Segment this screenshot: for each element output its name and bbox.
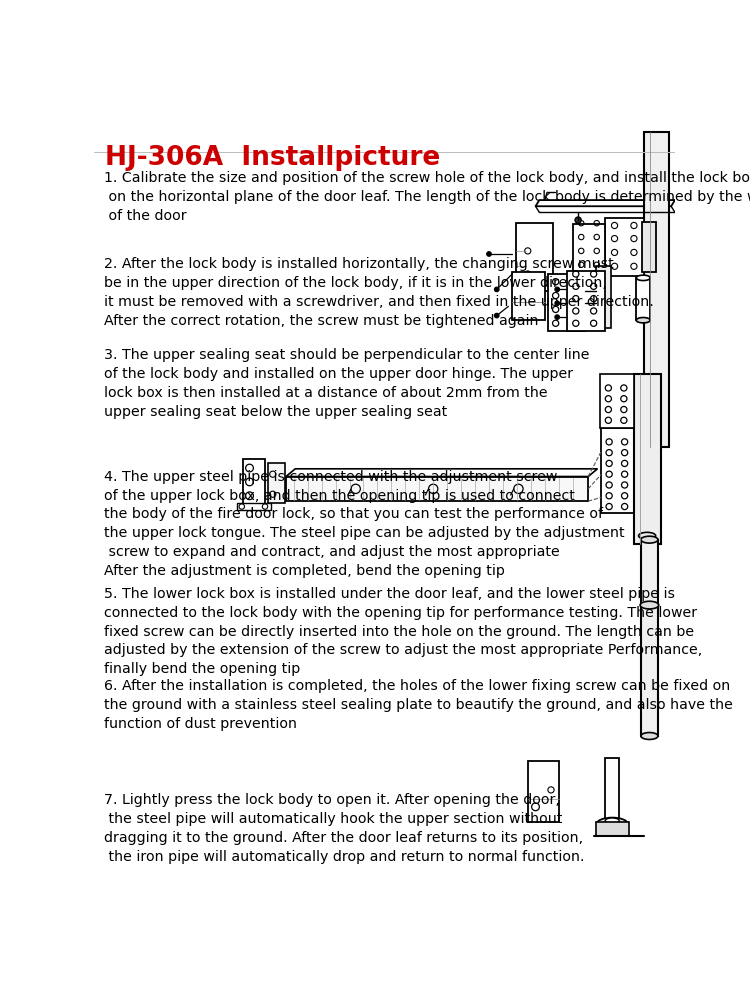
Bar (516, 223, 554, 291)
Ellipse shape (636, 318, 650, 323)
Circle shape (494, 313, 499, 318)
Text: 6. After the installation is completed, the holes of the lower fixing screw can : 6. After the installation is completed, … (104, 679, 733, 731)
Ellipse shape (597, 818, 628, 830)
Ellipse shape (638, 532, 656, 539)
Circle shape (555, 287, 560, 292)
Bar (634, 374, 661, 544)
Bar (528, 761, 559, 822)
Circle shape (494, 287, 499, 292)
Text: 3. The upper sealing seat should be perpendicular to the center line
of the lock: 3. The upper sealing seat should be perp… (104, 348, 590, 419)
Bar (636, 278, 650, 320)
Bar (566, 271, 605, 331)
Text: 2. After the lock body is installed horizontally, the changing screw must
be in : 2. After the lock body is installed hori… (104, 257, 654, 328)
Polygon shape (536, 200, 675, 206)
Ellipse shape (640, 601, 658, 609)
Bar (602, 428, 634, 513)
Bar (237, 503, 272, 510)
Ellipse shape (641, 536, 658, 543)
Text: 5. The lower lock box is installed under the door leaf, and the lower steel pipe: 5. The lower lock box is installed under… (104, 587, 703, 676)
Bar (600, 374, 634, 428)
Bar (642, 222, 656, 272)
Circle shape (555, 315, 560, 319)
Text: 7. Lightly press the lock body to open it. After opening the door,
 the steel pi: 7. Lightly press the lock body to open i… (104, 793, 585, 864)
Bar (641, 540, 658, 736)
Bar (596, 822, 628, 836)
Bar (605, 758, 619, 824)
Text: 1. Calibrate the size and position of the screw hole of the lock body, and insta: 1. Calibrate the size and position of th… (104, 171, 750, 223)
Bar (548, 274, 585, 331)
Ellipse shape (636, 275, 650, 281)
Circle shape (555, 301, 560, 306)
Text: HJ-306A  Installpicture: HJ-306A Installpicture (104, 145, 439, 171)
Circle shape (487, 252, 491, 256)
Bar (512, 272, 544, 320)
Bar (286, 477, 588, 501)
Bar (243, 459, 265, 505)
Polygon shape (286, 469, 598, 477)
Bar (605, 218, 644, 276)
Ellipse shape (641, 733, 658, 739)
Ellipse shape (605, 818, 619, 823)
Circle shape (575, 217, 581, 223)
Bar (596, 266, 611, 328)
Bar (573, 224, 605, 274)
Bar (268, 463, 285, 503)
Text: 4. The upper steel pipe is connected with the adjustment screw
of the upper lock: 4. The upper steel pipe is connected wit… (104, 470, 625, 578)
Bar (644, 132, 669, 447)
